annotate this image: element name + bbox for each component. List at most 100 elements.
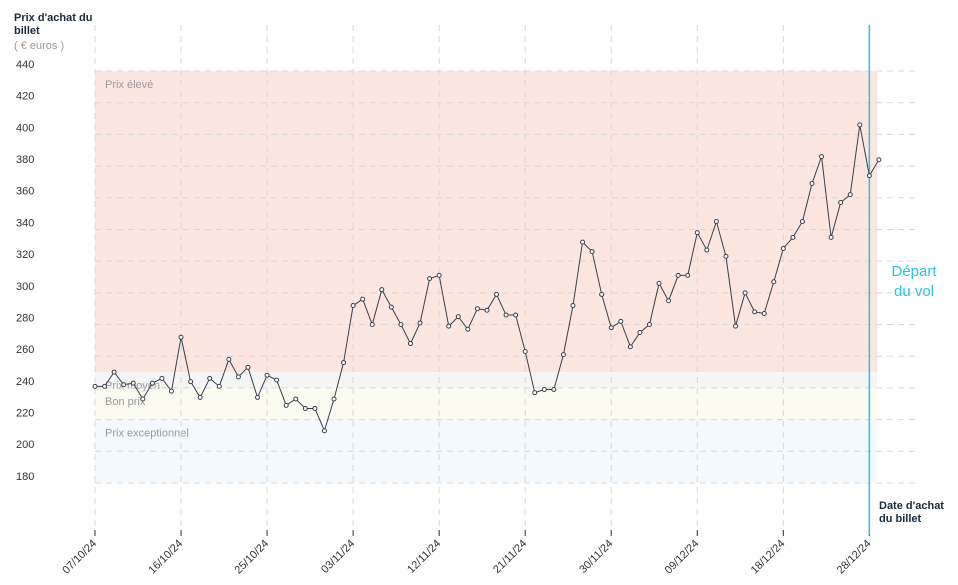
- price-point: [713, 219, 719, 225]
- y-tick-label: 340: [16, 217, 34, 229]
- band-label: Prix élevé: [105, 79, 153, 91]
- price-point: [541, 387, 547, 393]
- x-tick-label: 09/12/24: [663, 538, 702, 577]
- band-label: Prix exceptionnel: [105, 428, 189, 440]
- price-point: [522, 348, 528, 354]
- price-point: [771, 279, 777, 285]
- price-point: [92, 383, 98, 389]
- price-point: [780, 245, 786, 251]
- price-point: [589, 249, 595, 255]
- price-point: [876, 157, 882, 163]
- price-point: [264, 372, 270, 378]
- price-point: [188, 379, 194, 385]
- price-point: [235, 374, 241, 380]
- price-point: [331, 396, 337, 402]
- price-point: [790, 234, 796, 240]
- price-point: [255, 394, 261, 400]
- price-point: [226, 356, 232, 362]
- x-tick-label: 07/10/24: [60, 538, 99, 577]
- price-point: [742, 290, 748, 296]
- price-point: [866, 173, 872, 179]
- price-point: [656, 280, 662, 286]
- price-point: [197, 394, 203, 400]
- departure-label: Départ du vol: [891, 263, 937, 300]
- price-point: [140, 396, 146, 402]
- y-tick-label: 260: [16, 344, 34, 356]
- price-point: [111, 369, 117, 375]
- y-subtitle: ( € euros ): [14, 40, 65, 52]
- price-point: [761, 310, 767, 316]
- price-band: [95, 387, 878, 420]
- price-point: [121, 382, 127, 388]
- price-point: [369, 322, 375, 328]
- price-point: [455, 314, 461, 320]
- price-point: [599, 291, 605, 297]
- price-point: [388, 304, 394, 310]
- price-point: [637, 329, 643, 335]
- price-point: [321, 428, 327, 434]
- price-point: [427, 276, 433, 282]
- price-point: [570, 303, 576, 309]
- price-point: [178, 334, 184, 340]
- price-point: [102, 383, 108, 389]
- band-label: Bon prix: [105, 396, 146, 408]
- price-point: [207, 375, 213, 381]
- y-title: Prix d'achat du billet: [14, 12, 93, 37]
- price-band: [95, 372, 878, 388]
- price-point: [436, 272, 442, 278]
- price-point: [704, 247, 710, 253]
- price-point: [618, 318, 624, 324]
- price-point: [809, 181, 815, 187]
- price-point: [245, 364, 251, 370]
- price-point: [341, 360, 347, 366]
- price-point: [838, 200, 844, 206]
- price-point: [379, 287, 385, 293]
- price-point: [360, 296, 366, 302]
- price-band: [95, 71, 878, 373]
- price-point: [819, 154, 825, 160]
- price-point: [532, 390, 538, 396]
- x-tick-label: 28/12/24: [835, 538, 874, 577]
- price-point: [580, 239, 586, 245]
- price-point: [752, 309, 758, 315]
- price-point: [407, 341, 413, 347]
- y-tick-label: 240: [16, 376, 34, 388]
- y-tick-label: 220: [16, 408, 34, 420]
- price-point: [694, 230, 700, 236]
- price-point: [446, 323, 452, 329]
- price-point: [484, 307, 490, 313]
- price-point: [627, 344, 633, 350]
- x-tick-label: 03/11/24: [319, 538, 357, 576]
- price-point: [417, 320, 423, 326]
- price-point: [398, 322, 404, 328]
- x-tick-label: 18/12/24: [749, 538, 788, 577]
- price-point: [494, 291, 500, 297]
- y-tick-label: 400: [16, 122, 34, 134]
- price-point: [799, 219, 805, 225]
- price-point: [646, 322, 652, 328]
- price-point: [733, 323, 739, 329]
- price-point: [130, 380, 136, 386]
- price-point: [149, 380, 155, 386]
- y-tick-label: 420: [16, 91, 34, 103]
- y-tick-label: 380: [16, 154, 34, 166]
- x-tick-label: 25/10/24: [232, 538, 271, 577]
- price-point: [685, 272, 691, 278]
- price-point: [503, 312, 509, 318]
- price-point: [274, 377, 280, 383]
- y-tick-label: 200: [16, 439, 34, 451]
- price-point: [857, 122, 863, 128]
- y-tick-label: 360: [16, 186, 34, 198]
- price-point: [302, 406, 308, 412]
- price-point: [666, 298, 672, 304]
- band-label: Prix moyen: [105, 380, 160, 392]
- price-point: [216, 383, 222, 389]
- price-point: [474, 306, 480, 312]
- x-tick-label: 16/10/24: [146, 538, 185, 577]
- price-point: [168, 388, 174, 394]
- price-point: [350, 303, 356, 309]
- y-tick-label: 320: [16, 249, 34, 261]
- x-tick-label: 12/11/24: [405, 538, 443, 576]
